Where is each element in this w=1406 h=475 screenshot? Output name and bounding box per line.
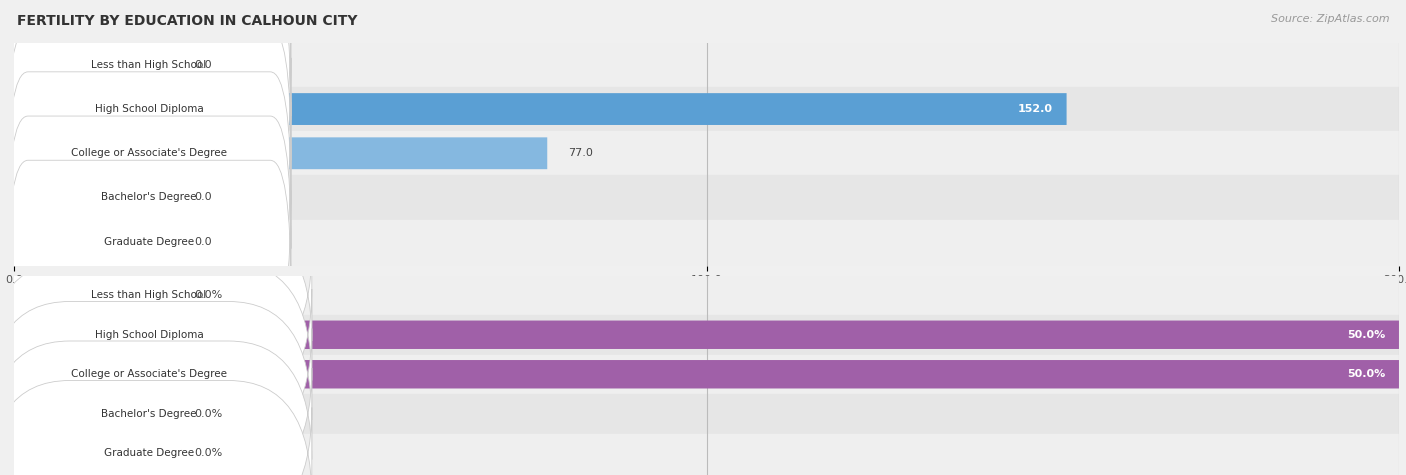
- FancyBboxPatch shape: [0, 222, 312, 368]
- Text: 50.0%: 50.0%: [1347, 330, 1385, 340]
- Text: Bachelor's Degree: Bachelor's Degree: [101, 409, 197, 419]
- Text: High School Diploma: High School Diploma: [94, 330, 204, 340]
- Bar: [14, 315, 1399, 354]
- FancyBboxPatch shape: [14, 360, 1399, 389]
- Bar: [14, 434, 1399, 473]
- Text: College or Associate's Degree: College or Associate's Degree: [72, 148, 228, 158]
- Text: 0.0: 0.0: [194, 192, 212, 202]
- FancyBboxPatch shape: [14, 321, 1399, 349]
- Text: Less than High School: Less than High School: [91, 60, 207, 70]
- Text: 0.0%: 0.0%: [194, 448, 222, 458]
- Text: Bachelor's Degree: Bachelor's Degree: [101, 192, 197, 202]
- Bar: [14, 131, 1399, 175]
- FancyBboxPatch shape: [14, 181, 173, 213]
- Text: Graduate Degree: Graduate Degree: [104, 448, 194, 458]
- FancyBboxPatch shape: [14, 439, 173, 467]
- Text: High School Diploma: High School Diploma: [94, 104, 204, 114]
- Text: Graduate Degree: Graduate Degree: [104, 237, 194, 247]
- FancyBboxPatch shape: [14, 226, 173, 257]
- FancyBboxPatch shape: [7, 116, 291, 279]
- Bar: [14, 394, 1399, 434]
- Bar: [14, 43, 1399, 87]
- FancyBboxPatch shape: [14, 137, 547, 169]
- Bar: [14, 175, 1399, 219]
- FancyBboxPatch shape: [7, 72, 291, 235]
- FancyBboxPatch shape: [14, 281, 173, 310]
- FancyBboxPatch shape: [0, 262, 312, 408]
- FancyBboxPatch shape: [0, 380, 312, 475]
- Text: 0.0: 0.0: [194, 60, 212, 70]
- Text: 50.0%: 50.0%: [1347, 369, 1385, 379]
- Bar: [14, 354, 1399, 394]
- Text: College or Associate's Degree: College or Associate's Degree: [72, 369, 228, 379]
- FancyBboxPatch shape: [14, 49, 173, 81]
- Text: 0.0%: 0.0%: [194, 409, 222, 419]
- Text: 77.0: 77.0: [568, 148, 593, 158]
- FancyBboxPatch shape: [0, 341, 312, 475]
- Bar: [14, 276, 1399, 315]
- Text: Less than High School: Less than High School: [91, 290, 207, 300]
- Bar: [14, 87, 1399, 131]
- Text: 0.0: 0.0: [194, 237, 212, 247]
- FancyBboxPatch shape: [7, 160, 291, 323]
- Text: 152.0: 152.0: [1018, 104, 1053, 114]
- Bar: [14, 219, 1399, 264]
- FancyBboxPatch shape: [7, 0, 291, 146]
- FancyBboxPatch shape: [0, 302, 312, 447]
- Text: 0.0%: 0.0%: [194, 290, 222, 300]
- Text: FERTILITY BY EDUCATION IN CALHOUN CITY: FERTILITY BY EDUCATION IN CALHOUN CITY: [17, 14, 357, 28]
- Text: Source: ZipAtlas.com: Source: ZipAtlas.com: [1271, 14, 1389, 24]
- FancyBboxPatch shape: [14, 93, 1067, 125]
- FancyBboxPatch shape: [14, 399, 173, 428]
- FancyBboxPatch shape: [7, 28, 291, 190]
